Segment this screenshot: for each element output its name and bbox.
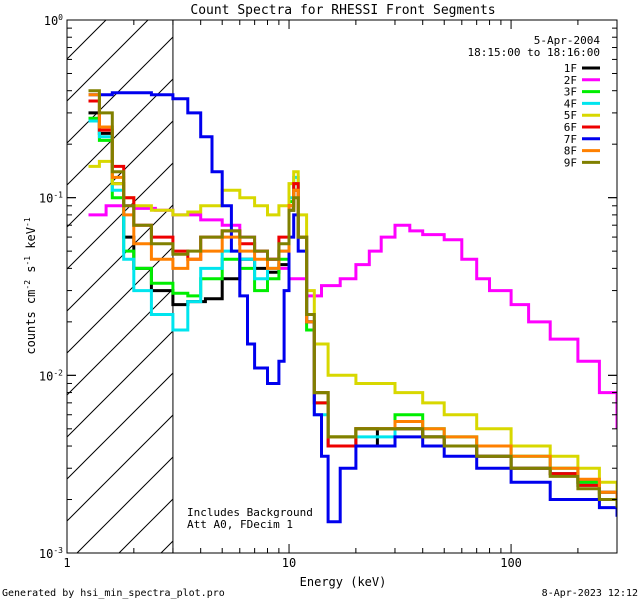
chart-title: Count Spectra for RHESSI Front Segments (190, 3, 495, 18)
y-tick-label: 100 (44, 13, 63, 28)
legend-label-5F: 5F (564, 109, 577, 122)
y-tick-label: 10-3 (39, 546, 63, 561)
x-tick-label: 100 (500, 556, 522, 570)
legend-label-7F: 7F (564, 133, 577, 146)
annotation-line-1: Includes Background (187, 506, 313, 519)
y-tick-label: 10-2 (39, 368, 63, 383)
legend-label-8F: 8F (564, 145, 577, 158)
legend-label-2F: 2F (564, 74, 577, 87)
plot-frame (66, 19, 618, 554)
header-date: 5-Apr-2004 (534, 34, 601, 47)
header-time-range: 18:15:00 to 18:16:00 (468, 46, 600, 59)
footer-generated-by: Generated by hsi_min_spectra_plot.pro (2, 588, 225, 599)
annotation-line-2: Att A0, FDecim 1 (187, 518, 293, 531)
legend-label-6F: 6F (564, 121, 577, 134)
series-line-7F (88, 91, 617, 524)
attenuator-hatched-region (66, 19, 174, 554)
series-line-2F (88, 204, 617, 429)
legend-label-1F: 1F (564, 62, 577, 75)
x-tick-label: 10 (282, 556, 296, 570)
legend-label-4F: 4F (564, 97, 577, 110)
legend-label-9F: 9F (564, 156, 577, 169)
footer-timestamp: 8-Apr-2023 12:12 (542, 588, 638, 599)
x-tick-label: 1 (63, 556, 70, 570)
series-line-9F (88, 89, 617, 508)
y-axis-label: counts cm-2 s-1 keV-1 (23, 217, 38, 354)
legend-label-3F: 3F (564, 86, 577, 99)
x-axis-label: Energy (keV) (300, 575, 387, 589)
y-tick-label: 10-1 (39, 191, 63, 206)
